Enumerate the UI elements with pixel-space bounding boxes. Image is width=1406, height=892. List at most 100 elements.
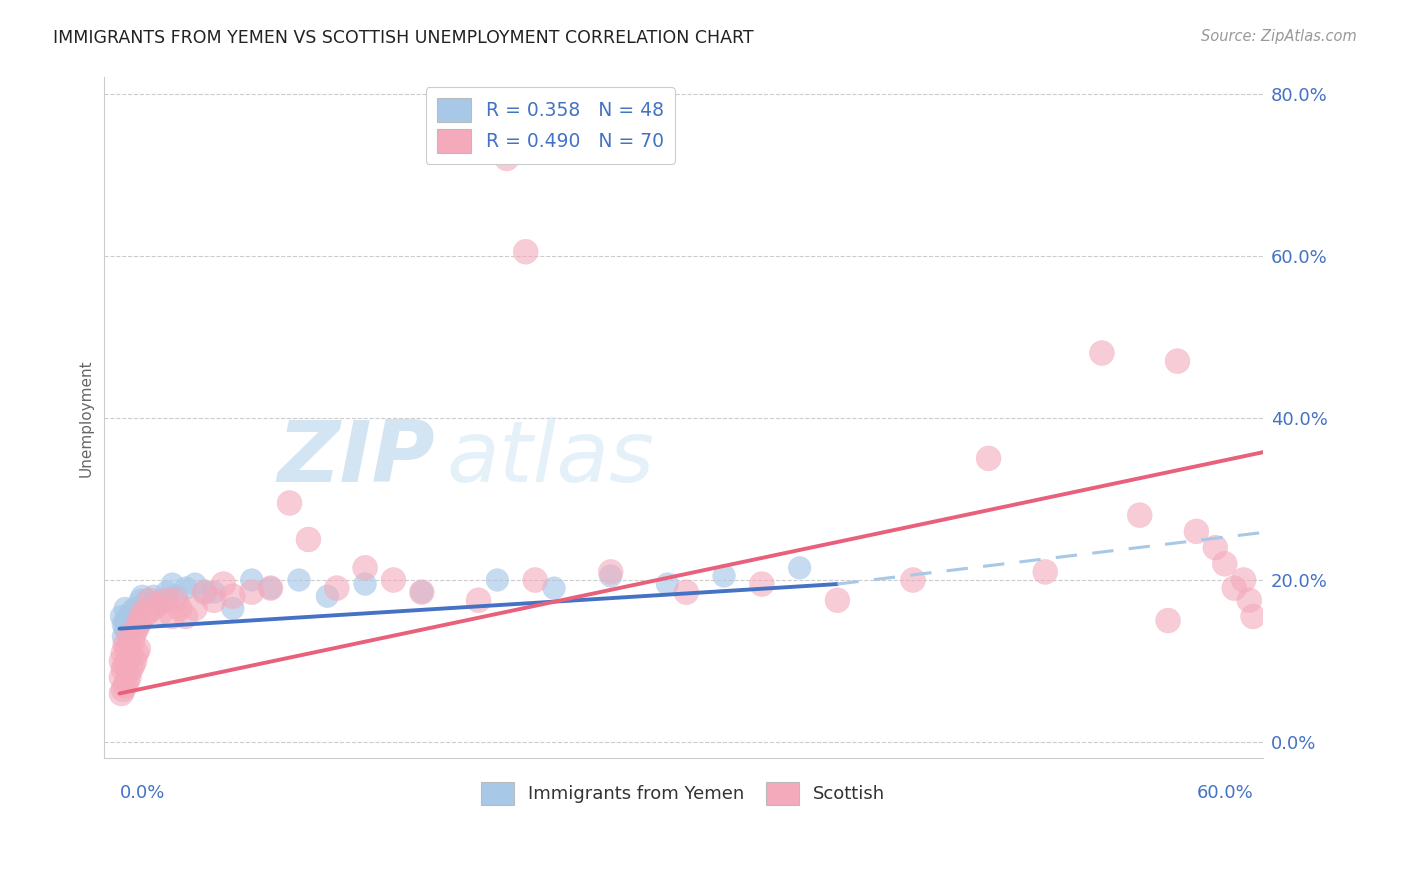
Text: 0.0%: 0.0% [120,784,165,802]
Ellipse shape [165,585,187,607]
Ellipse shape [112,625,135,648]
Ellipse shape [111,677,136,702]
Ellipse shape [193,581,217,604]
Ellipse shape [749,572,775,597]
Ellipse shape [131,585,153,607]
Ellipse shape [127,613,149,636]
Ellipse shape [108,665,134,690]
Ellipse shape [465,588,491,613]
Ellipse shape [184,573,207,595]
Ellipse shape [146,593,169,615]
Ellipse shape [142,585,165,607]
Ellipse shape [381,567,406,592]
Ellipse shape [598,559,623,584]
Ellipse shape [316,585,339,607]
Ellipse shape [114,597,136,620]
Ellipse shape [354,573,377,595]
Ellipse shape [112,673,138,698]
Ellipse shape [125,613,148,636]
Ellipse shape [1240,604,1265,629]
Ellipse shape [277,491,302,516]
Ellipse shape [162,573,184,595]
Ellipse shape [124,616,149,641]
Ellipse shape [1156,608,1181,633]
Ellipse shape [295,527,321,552]
Ellipse shape [1202,535,1227,560]
Ellipse shape [513,239,538,264]
Ellipse shape [114,609,136,632]
Ellipse shape [221,583,245,608]
Ellipse shape [128,608,153,633]
Ellipse shape [1090,341,1115,366]
Ellipse shape [145,592,170,616]
Ellipse shape [118,605,141,628]
Ellipse shape [155,588,179,613]
Ellipse shape [120,617,142,640]
Ellipse shape [409,580,434,605]
Ellipse shape [112,613,135,636]
Ellipse shape [163,588,188,613]
Ellipse shape [112,632,138,657]
Ellipse shape [486,569,509,591]
Ellipse shape [110,605,132,628]
Ellipse shape [156,581,179,604]
Ellipse shape [132,593,156,615]
Ellipse shape [1222,575,1247,600]
Ellipse shape [117,624,142,649]
Ellipse shape [108,648,134,673]
Ellipse shape [118,640,143,665]
Ellipse shape [120,601,142,624]
Ellipse shape [114,636,139,661]
Ellipse shape [167,596,193,621]
Ellipse shape [1232,567,1256,592]
Ellipse shape [138,597,162,620]
Ellipse shape [183,596,208,621]
Ellipse shape [353,556,378,581]
Ellipse shape [1128,503,1152,528]
Ellipse shape [160,604,184,629]
Ellipse shape [138,588,162,613]
Ellipse shape [132,604,156,629]
Ellipse shape [149,589,173,612]
Ellipse shape [118,613,141,636]
Ellipse shape [112,653,138,678]
Ellipse shape [174,577,197,599]
Ellipse shape [411,581,433,604]
Ellipse shape [121,653,145,678]
Legend: Immigrants from Yemen, Scottish: Immigrants from Yemen, Scottish [472,772,894,814]
Ellipse shape [129,600,155,625]
Ellipse shape [117,665,142,690]
Ellipse shape [127,612,150,637]
Ellipse shape [124,640,149,665]
Ellipse shape [240,569,263,591]
Text: atlas: atlas [446,417,654,500]
Ellipse shape [108,681,134,706]
Ellipse shape [121,613,143,636]
Ellipse shape [900,567,925,592]
Ellipse shape [288,569,311,591]
Text: ZIP: ZIP [277,417,434,500]
Ellipse shape [117,645,142,670]
Ellipse shape [1237,588,1261,613]
Ellipse shape [222,597,245,620]
Ellipse shape [193,580,217,605]
Ellipse shape [825,588,849,613]
Ellipse shape [789,557,811,579]
Ellipse shape [259,575,283,600]
Ellipse shape [114,669,139,694]
Ellipse shape [111,640,136,665]
Ellipse shape [976,446,1001,471]
Y-axis label: Unemployment: Unemployment [79,359,93,476]
Ellipse shape [211,572,236,597]
Ellipse shape [259,577,283,599]
Ellipse shape [124,609,146,632]
Ellipse shape [114,648,139,673]
Ellipse shape [1184,519,1209,544]
Ellipse shape [1166,349,1189,374]
Ellipse shape [657,573,679,595]
Ellipse shape [118,622,141,644]
Ellipse shape [599,565,621,587]
Ellipse shape [122,648,148,673]
Ellipse shape [135,600,160,625]
Ellipse shape [495,146,519,171]
